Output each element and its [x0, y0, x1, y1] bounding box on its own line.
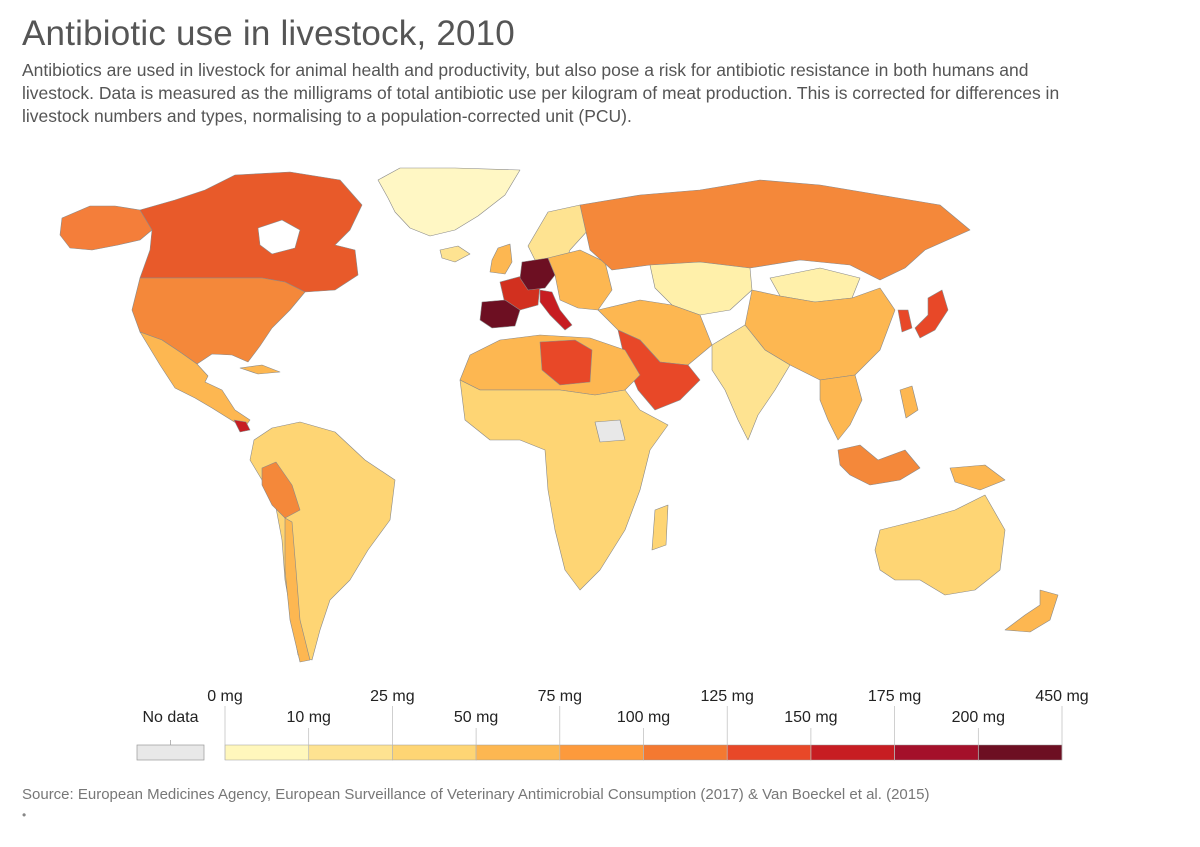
legend-bins	[224, 744, 1063, 761]
legend-label: 25 mg	[370, 688, 414, 705]
region-korea[interactable]	[897, 309, 913, 333]
region-iceland[interactable]	[439, 245, 471, 263]
region-southeast-asia[interactable]	[819, 374, 863, 441]
legend-no-data-label: No data	[142, 709, 198, 726]
region-cuba[interactable]	[239, 364, 281, 375]
region-greenland[interactable]	[377, 167, 521, 237]
legend-label-start: 0 mg	[207, 688, 243, 705]
region-libya[interactable]	[539, 339, 593, 386]
region-madagascar[interactable]	[651, 504, 669, 551]
legend-bin	[894, 744, 979, 761]
chart-title: Antibiotic use in livestock, 2010	[22, 14, 515, 53]
region-costa-rica[interactable]	[233, 419, 251, 433]
legend-label: 125 mg	[701, 688, 754, 705]
legend-bin	[475, 744, 561, 761]
region-alaska[interactable]	[59, 205, 153, 251]
legend-label: 200 mg	[952, 709, 1005, 726]
legend-bin	[643, 744, 728, 761]
region-india[interactable]	[711, 324, 791, 441]
region-chile[interactable]	[284, 517, 311, 663]
region-italy[interactable]	[539, 289, 573, 331]
legend-label: 10 mg	[286, 709, 330, 726]
region-philippines[interactable]	[899, 385, 919, 419]
legend-label: 50 mg	[454, 709, 498, 726]
legend-bin	[810, 744, 895, 761]
legend-bin	[308, 744, 393, 761]
region-australia[interactable]	[874, 494, 1006, 596]
region-japan[interactable]	[914, 289, 949, 339]
hudson-bay	[257, 219, 301, 255]
region-spain[interactable]	[479, 299, 521, 329]
legend-label: 75 mg	[538, 688, 582, 705]
region-south-sudan[interactable]	[594, 419, 626, 443]
region-new-guinea[interactable]	[949, 464, 1006, 491]
chart-subtitle: Antibiotics are used in livestock for an…	[22, 60, 1060, 126]
footer-dot: •	[22, 808, 27, 822]
legend-no-data-swatch	[136, 744, 205, 761]
legend-label: 450 mg	[1035, 688, 1088, 705]
region-new-zealand[interactable]	[1004, 589, 1059, 633]
legend-bin	[392, 744, 477, 761]
legend-bin	[559, 744, 644, 761]
legend-bin	[224, 744, 309, 761]
legend-labels: 0 mg 10 mg 25 mg 50 mg 75 mg 100 mg 125 mg 150 …	[207, 688, 1089, 760]
region-mexico-central-america[interactable]	[139, 331, 251, 429]
region-peru[interactable]	[261, 461, 301, 519]
legend-bin	[978, 744, 1063, 761]
region-kazakhstan[interactable]	[649, 261, 753, 316]
legend-bin	[726, 744, 812, 761]
world-map	[59, 167, 1059, 663]
region-uk-ireland[interactable]	[489, 243, 513, 275]
legend-label: 100 mg	[617, 709, 670, 726]
legend-label: 150 mg	[784, 709, 837, 726]
source-note: Source: European Medicines Agency, Europ…	[22, 786, 930, 803]
region-indonesia[interactable]	[837, 444, 921, 486]
legend-label: 175 mg	[868, 688, 921, 705]
